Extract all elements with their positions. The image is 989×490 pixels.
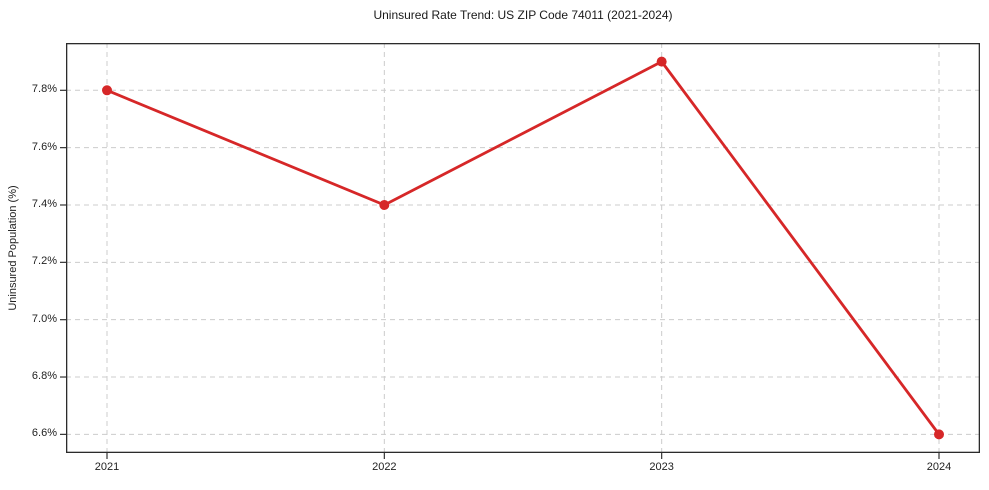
y-tick-label: 6.8% xyxy=(31,370,57,383)
data-point xyxy=(379,199,390,210)
data-point xyxy=(934,429,944,440)
x-tick-label: 2021 xyxy=(94,461,120,473)
plot-area xyxy=(60,42,981,459)
x-tick-label: 2023 xyxy=(649,461,674,473)
plot-frame xyxy=(65,42,981,454)
chart-title: Uninsured Rate Trend: US ZIP Code 74011 … xyxy=(373,8,673,22)
y-tick-label: 7.0% xyxy=(31,312,57,325)
y-tick-label: 7.8% xyxy=(31,83,57,96)
y-tick-label: 6.6% xyxy=(31,427,57,440)
y-tick-label: 7.6% xyxy=(31,140,57,153)
data-point xyxy=(102,85,112,96)
y-tick-label: 7.2% xyxy=(31,255,57,268)
x-tick-label: 2024 xyxy=(926,461,952,473)
y-tick-label: 7.4% xyxy=(31,197,57,210)
y-axis-label: Uninsured Population (%) xyxy=(7,185,19,311)
data-point xyxy=(656,56,667,67)
x-tick-label: 2022 xyxy=(372,461,397,473)
trend-line xyxy=(105,60,941,436)
